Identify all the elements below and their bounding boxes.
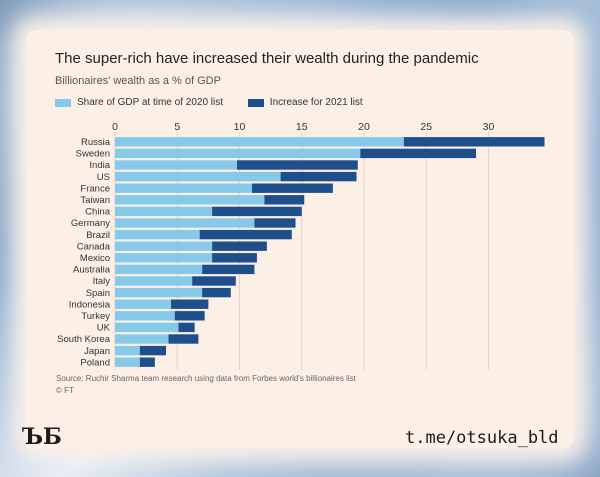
category-label: Turkey [81, 311, 110, 322]
bar-base [115, 171, 281, 182]
bar-increase [178, 322, 195, 333]
category-label: Indonesia [69, 299, 111, 310]
category-label: US [97, 172, 110, 183]
bar-base [115, 299, 172, 309]
bar-base [115, 218, 255, 228]
category-label: France [80, 183, 110, 194]
legend-item-base: Share of GDP at time of 2020 list [55, 97, 223, 108]
channel-logo: ЪБ [22, 424, 62, 450]
bar-increase [403, 137, 545, 147]
category-label: Germany [71, 218, 110, 229]
bar-base [115, 322, 179, 333]
chart-subtitle: Billionaires' wealth as a % of GDP [55, 75, 221, 87]
category-label: Mexico [80, 253, 110, 264]
x-tick-label: 15 [296, 121, 308, 133]
category-label: India [89, 160, 110, 171]
channel-handle: t.me/otsuka_bld [405, 428, 559, 448]
bar-base [115, 137, 404, 147]
bar-base [115, 241, 213, 251]
category-label: Poland [80, 357, 110, 368]
bar-increase [251, 183, 333, 193]
chart-legend: Share of GDP at time of 2020 list Increa… [55, 97, 385, 110]
category-label: Brazil [86, 230, 110, 241]
copyright-text: © FT [56, 386, 74, 395]
category-label: Japan [84, 346, 110, 357]
bar-increase [212, 253, 257, 263]
category-label: Taiwan [80, 195, 110, 206]
bar-increase [171, 299, 209, 309]
bar-increase [212, 241, 267, 251]
bar-base [115, 229, 200, 240]
category-label: Canada [77, 241, 111, 252]
bar-base [115, 345, 140, 356]
bar-increase [360, 148, 477, 159]
category-label: Italy [93, 276, 111, 287]
chart-title: The super-rich have increased their weal… [55, 50, 479, 67]
bar-increase [254, 218, 296, 228]
bar-base [115, 160, 238, 170]
bar-increase [202, 287, 231, 298]
bar-increase [139, 345, 167, 356]
source-text: Source: Ruchir Sharma team research usin… [56, 374, 356, 383]
category-label: Russia [81, 137, 111, 148]
bar-increase [168, 334, 199, 344]
category-label: UK [97, 323, 111, 334]
bar-base [115, 264, 203, 275]
x-tick-label: 10 [234, 121, 246, 133]
bar-base [115, 195, 265, 205]
category-label: Australia [73, 265, 111, 276]
x-tick-label: 25 [420, 121, 432, 133]
category-label: China [85, 207, 111, 218]
bar-increase [280, 171, 357, 182]
legend-label-base: Share of GDP at time of 2020 list [77, 97, 224, 108]
bar-increase [237, 160, 358, 170]
bar-base [115, 334, 169, 344]
bar-base [115, 276, 193, 286]
bar-base [115, 148, 361, 159]
bar-base [115, 183, 252, 193]
bar-increase [264, 195, 305, 205]
legend-swatch-base [55, 98, 71, 107]
bar-base [115, 206, 213, 217]
bar-increase [202, 264, 255, 275]
bar-base [115, 253, 213, 263]
x-tick-label: 20 [358, 121, 370, 133]
bar-increase [192, 276, 236, 286]
bar-increase [212, 206, 302, 217]
x-tick-label: 30 [483, 121, 495, 133]
category-label: Spain [86, 288, 110, 299]
category-label: South Korea [57, 334, 111, 345]
legend-label-increase: Increase for 2021 list [269, 97, 363, 108]
bar-base [115, 357, 140, 367]
bar-base [115, 287, 203, 298]
bar-increase [139, 357, 155, 367]
bar-increase [174, 311, 205, 321]
source-note: Source: Ruchir Sharma team research usin… [56, 373, 356, 397]
x-tick-label: 0 [112, 121, 118, 133]
legend-swatch-increase [247, 98, 264, 107]
category-label: Sweden [76, 149, 110, 160]
bar-increase [199, 229, 292, 240]
bar-base [115, 311, 175, 321]
legend-item-increase: Increase for 2021 list [247, 97, 363, 108]
x-tick-label: 5 [174, 121, 180, 133]
